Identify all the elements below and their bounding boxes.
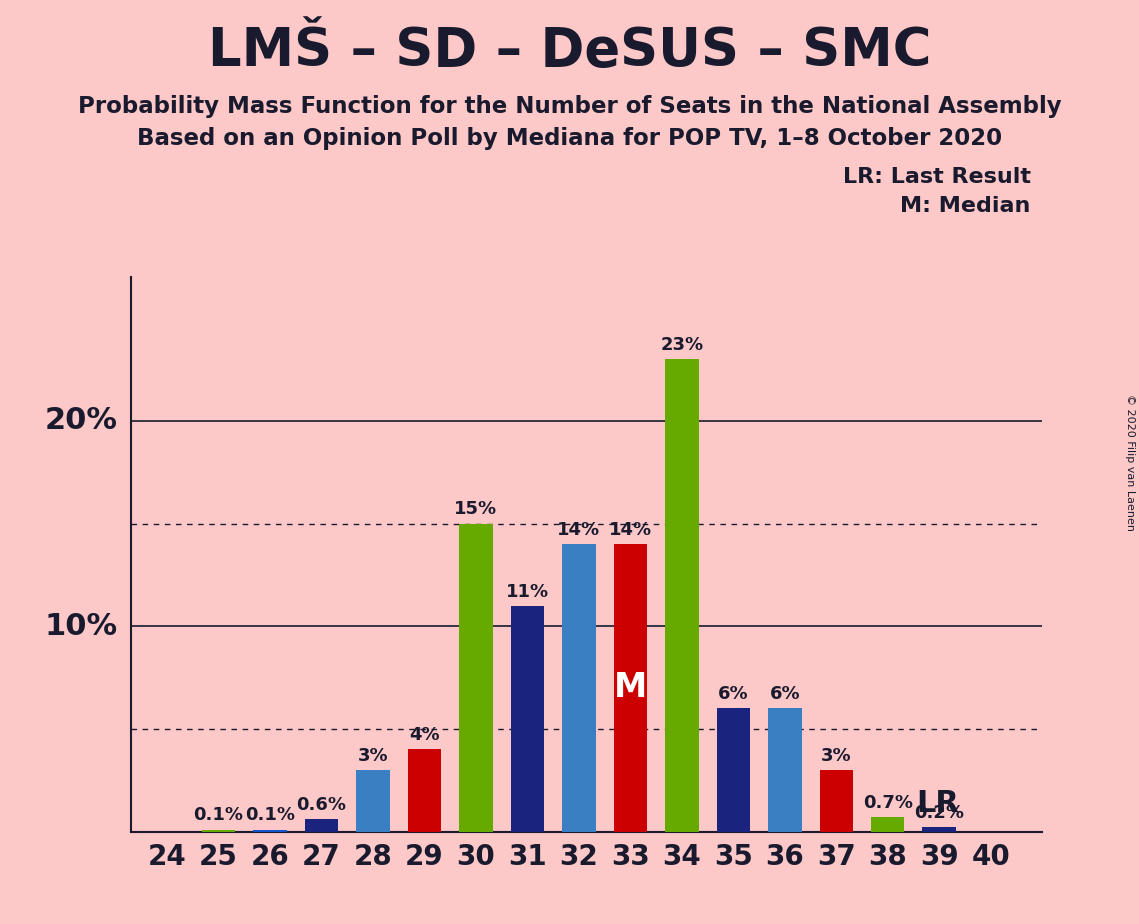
Text: LMŠ – SD – DeSUS – SMC: LMŠ – SD – DeSUS – SMC bbox=[207, 25, 932, 77]
Text: 0.7%: 0.7% bbox=[862, 794, 912, 812]
Text: 14%: 14% bbox=[608, 521, 652, 539]
Bar bbox=[820, 770, 853, 832]
Bar bbox=[716, 709, 751, 832]
Bar bbox=[459, 524, 493, 832]
Text: 14%: 14% bbox=[557, 521, 600, 539]
Text: 3%: 3% bbox=[358, 747, 388, 765]
Bar bbox=[665, 359, 698, 832]
Bar bbox=[614, 544, 647, 832]
Text: 0.2%: 0.2% bbox=[915, 805, 965, 822]
Text: LR: Last Result: LR: Last Result bbox=[843, 167, 1031, 188]
Text: M: M bbox=[614, 672, 647, 704]
Text: 0.1%: 0.1% bbox=[194, 807, 244, 824]
Text: 4%: 4% bbox=[409, 726, 440, 745]
Bar bbox=[768, 709, 802, 832]
Text: 6%: 6% bbox=[770, 686, 800, 703]
Text: LR: LR bbox=[916, 789, 959, 819]
Bar bbox=[202, 830, 236, 832]
Text: M: Median: M: Median bbox=[901, 196, 1031, 216]
Bar bbox=[408, 749, 441, 832]
Text: 0.6%: 0.6% bbox=[296, 796, 346, 814]
Text: 20%: 20% bbox=[44, 407, 117, 435]
Text: 10%: 10% bbox=[44, 612, 117, 640]
Text: 0.1%: 0.1% bbox=[245, 807, 295, 824]
Text: 15%: 15% bbox=[454, 501, 498, 518]
Bar bbox=[871, 817, 904, 832]
Bar bbox=[253, 830, 287, 832]
Text: 23%: 23% bbox=[661, 336, 704, 354]
Text: 6%: 6% bbox=[718, 686, 748, 703]
Bar bbox=[357, 770, 390, 832]
Bar bbox=[563, 544, 596, 832]
Bar bbox=[510, 606, 544, 832]
Text: 11%: 11% bbox=[506, 583, 549, 601]
Text: © 2020 Filip van Laenen: © 2020 Filip van Laenen bbox=[1125, 394, 1134, 530]
Bar bbox=[923, 828, 956, 832]
Text: 3%: 3% bbox=[821, 747, 852, 765]
Text: Based on an Opinion Poll by Mediana for POP TV, 1–8 October 2020: Based on an Opinion Poll by Mediana for … bbox=[137, 128, 1002, 150]
Bar bbox=[305, 820, 338, 832]
Text: Probability Mass Function for the Number of Seats in the National Assembly: Probability Mass Function for the Number… bbox=[77, 95, 1062, 117]
